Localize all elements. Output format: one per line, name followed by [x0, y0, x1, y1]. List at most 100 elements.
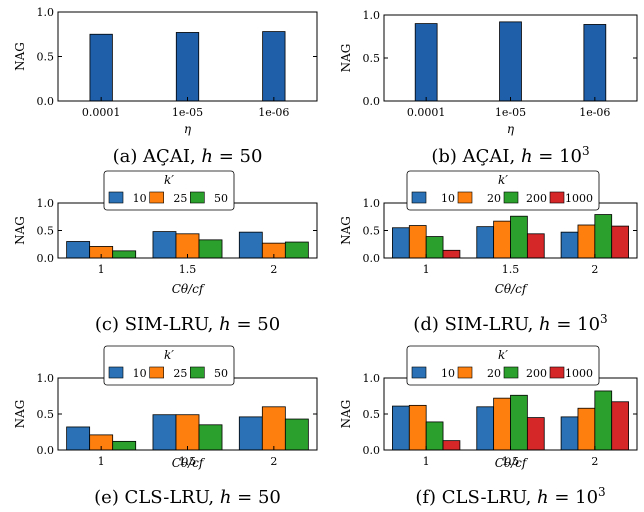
bar — [526, 417, 545, 451]
bar — [152, 414, 177, 451]
bar — [442, 249, 461, 259]
bar — [392, 227, 410, 259]
bar — [577, 407, 596, 451]
legend-swatch — [503, 191, 519, 204]
legend-swatch — [411, 191, 427, 204]
bar — [112, 440, 137, 451]
chart-panel: 0.0 0.5 1.0 1 1.5 2 NAG Cθ/cf k′ 10 20 200 1000 (d) S… — [339, 170, 638, 335]
caption-var: h — [220, 487, 232, 508]
legend-swatch — [108, 191, 124, 204]
legend-label: 20 — [487, 192, 501, 205]
bar — [583, 24, 607, 102]
y-tick-label: 1.0 — [363, 9, 381, 22]
legend-label: 10 — [441, 192, 455, 205]
bar — [198, 424, 223, 451]
y-tick-label: 1.0 — [37, 372, 55, 385]
bar — [66, 426, 91, 451]
legend-title: k′ — [164, 173, 174, 187]
legend: k′ 10 20 200 1000 — [406, 345, 600, 386]
x-axis-label: η — [507, 122, 515, 136]
x-tick-label: 1e-06 — [579, 106, 610, 119]
caption-eq: = 10 — [549, 487, 598, 508]
legend-swatch — [149, 191, 164, 204]
caption-var: h — [201, 146, 213, 167]
bar — [577, 224, 596, 259]
legend-swatch — [549, 366, 565, 379]
y-tick-label: 0.0 — [37, 252, 55, 265]
caption-exponent: 3 — [600, 312, 608, 326]
legend-title: k′ — [498, 173, 508, 187]
y-tick-label: 0.0 — [37, 444, 55, 457]
legend-label: 1000 — [565, 367, 593, 380]
y-tick-label: 0.0 — [37, 95, 55, 108]
caption-prefix: (c) SIM-LRU, — [95, 314, 219, 335]
caption-eq: = 10 — [551, 314, 600, 335]
x-tick-label: 1.5 — [502, 263, 520, 276]
caption-var: h — [521, 146, 533, 167]
panel-caption: (c) SIM-LRU, h = 50 — [95, 314, 280, 335]
legend-swatch — [457, 366, 473, 379]
caption-var: h — [537, 487, 549, 508]
y-tick-label: 0.5 — [363, 408, 381, 421]
legend-label: 200 — [526, 367, 547, 380]
legend-label: 1000 — [565, 192, 593, 205]
chart-panel: 0.0 0.5 1.0 1 1.5 2 NAG Cθ/cf k′ 10 25 50 (e) CLS-LR… — [13, 345, 318, 508]
legend-title: k′ — [164, 348, 174, 362]
x-axis-label: η — [184, 122, 192, 136]
legend-label: 10 — [441, 367, 455, 380]
y-tick-label: 0.0 — [363, 95, 381, 108]
bar — [66, 241, 91, 259]
caption-exponent: 3 — [598, 485, 606, 499]
caption-prefix: (a) AÇAI, — [113, 146, 202, 167]
bar — [611, 225, 629, 259]
x-tick-label: 1 — [98, 455, 105, 468]
chart-panel: 0.0 0.5 1.0 1 1.5 2 NAG Cθ/cf k′ 10 20 200 1000 (f) C… — [339, 345, 638, 508]
bar — [262, 31, 286, 102]
legend-label: 200 — [526, 192, 547, 205]
bar — [476, 406, 495, 451]
x-tick-label: 1 — [423, 263, 430, 276]
legend-title: k′ — [498, 348, 508, 362]
legend-swatch — [411, 366, 427, 379]
bar — [611, 401, 629, 451]
legend-label: 20 — [487, 367, 501, 380]
y-tick-label: 0.0 — [363, 444, 381, 457]
bar — [414, 23, 438, 102]
chart-panel: 0.0 0.5 1.0 0.0001 1e-05 1e-06 NAG η (b) AÇAI, h… — [339, 9, 638, 167]
bar — [238, 231, 263, 259]
y-tick-label: 1.0 — [37, 6, 55, 19]
bar — [510, 215, 528, 259]
panel-caption: (d) SIM-LRU, h = 103 — [413, 312, 607, 335]
y-tick-label: 0.0 — [363, 252, 381, 265]
y-tick-label: 0.5 — [37, 408, 55, 421]
x-tick-label: 2 — [591, 263, 598, 276]
y-axis-label: NAG — [339, 216, 353, 245]
y-tick-label: 1.0 — [37, 197, 55, 210]
bar — [284, 241, 309, 259]
caption-prefix: (b) AÇAI, — [431, 146, 521, 167]
bar — [560, 231, 579, 259]
legend-swatch — [549, 191, 565, 204]
bar — [499, 21, 522, 102]
legend-label: 50 — [214, 192, 228, 205]
bar — [175, 414, 200, 451]
x-tick-label: 1.5 — [179, 455, 197, 468]
panel-caption: (e) CLS-LRU, h = 50 — [94, 487, 281, 508]
chart-panel: 0.0 0.5 1.0 1 1.5 2 NAG Cθ/cf k′ 10 25 50 (c) SIM-LR… — [13, 170, 318, 335]
bar — [493, 397, 511, 451]
legend-swatch — [149, 366, 164, 379]
bar — [493, 220, 511, 259]
panel-caption: (a) AÇAI, h = 50 — [113, 146, 263, 167]
x-axis-label: Cθ/cf — [495, 456, 529, 470]
bar — [425, 236, 444, 259]
bar — [238, 416, 263, 451]
x-tick-label: 1e-05 — [495, 106, 526, 119]
bar — [594, 390, 613, 451]
legend-swatch — [108, 366, 124, 379]
x-tick-label: 1.5 — [179, 263, 197, 276]
legend-swatch — [457, 191, 473, 204]
x-axis-label: Cθ/cf — [495, 282, 529, 296]
bar — [284, 418, 309, 451]
legend-label: 25 — [173, 367, 187, 380]
